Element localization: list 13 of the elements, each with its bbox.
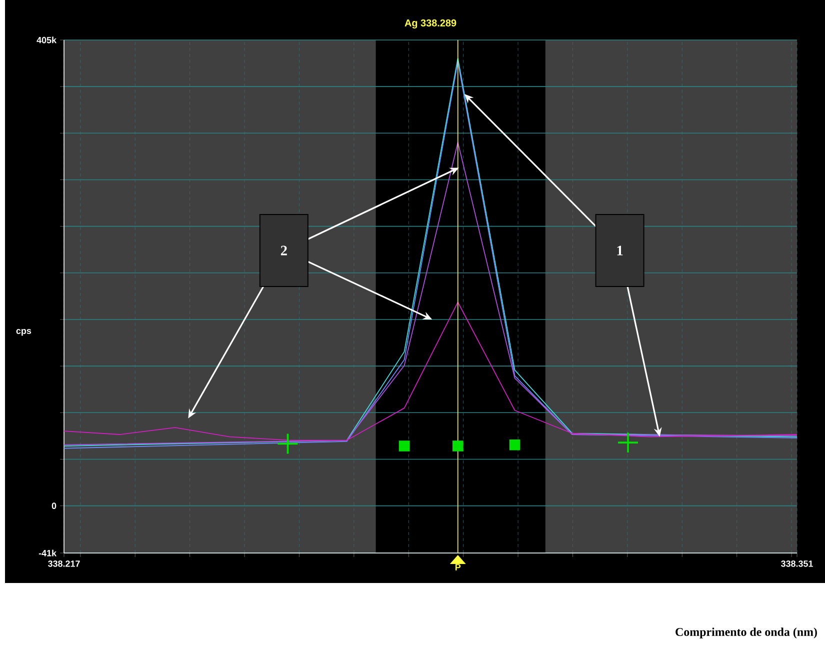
text: Comprimento de onda (nm) [676,628,817,638]
line-series [64,302,798,441]
x-tick-label: 338.351 [781,560,813,567]
line-series [64,142,798,446]
y-tick-label: 405k [36,36,57,44]
y-tick-label: 0 [52,502,56,510]
y-tick-label: -41k [38,550,57,556]
annotation: 1 [617,246,623,256]
y-axis-title: cps [16,329,32,336]
ref-line-label: P [455,564,461,570]
annotation: 2 [280,246,287,256]
chart-title: Ag 338.289 [404,19,456,28]
x-tick-label: 338.217 [48,560,80,567]
